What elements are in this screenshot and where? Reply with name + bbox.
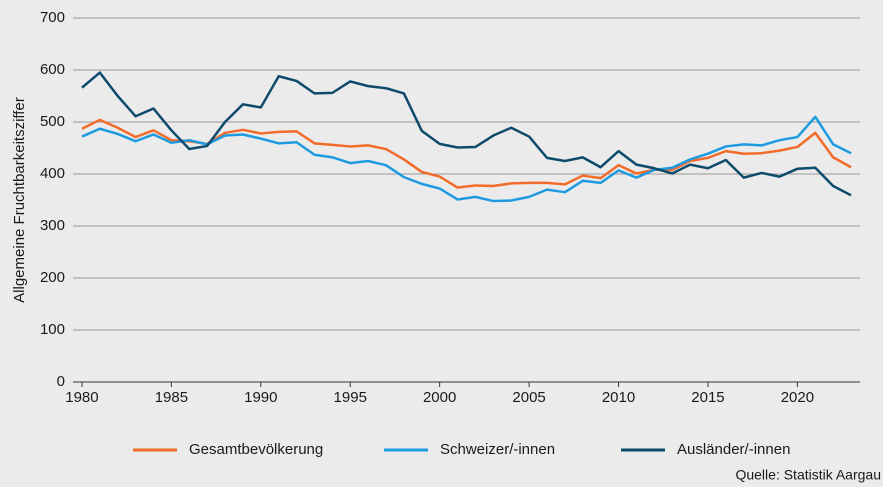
source: Quelle: Statistik Aargau (735, 467, 881, 483)
line-series (81, 71, 852, 197)
line-series (81, 115, 852, 203)
y-tick-label: 0 (57, 373, 65, 390)
line-series (81, 118, 852, 189)
x-tick-label: 2000 (423, 389, 456, 406)
x-tick-label: 2010 (602, 389, 635, 406)
x-tick-label: 2015 (691, 389, 724, 406)
x-tick-label: 1990 (244, 389, 277, 406)
y-tick-label: 200 (40, 269, 65, 286)
x-tick-label: 1980 (65, 389, 98, 406)
y-tick-label: 100 (40, 321, 65, 338)
y-axis-label: Allgemeine Fruchtbarkeitsziffer (11, 97, 28, 303)
x-tick-label: 2005 (512, 389, 545, 406)
y-tick-label: 400 (40, 165, 65, 182)
x-tick-label: 1995 (334, 389, 367, 406)
y-tick-label: 600 (40, 61, 65, 78)
y-tick-label: 300 (40, 217, 65, 234)
legend-label: Schweizer/-innen (440, 441, 555, 458)
y-tick-label: 500 (40, 113, 65, 130)
legend-label: Ausländer/-innen (677, 441, 790, 458)
legend-label: Gesamtbevölkerung (189, 441, 323, 458)
y-tick-label: 700 (40, 9, 65, 26)
x-tick-label: 1985 (155, 389, 188, 406)
x-tick-label: 2020 (781, 389, 814, 406)
